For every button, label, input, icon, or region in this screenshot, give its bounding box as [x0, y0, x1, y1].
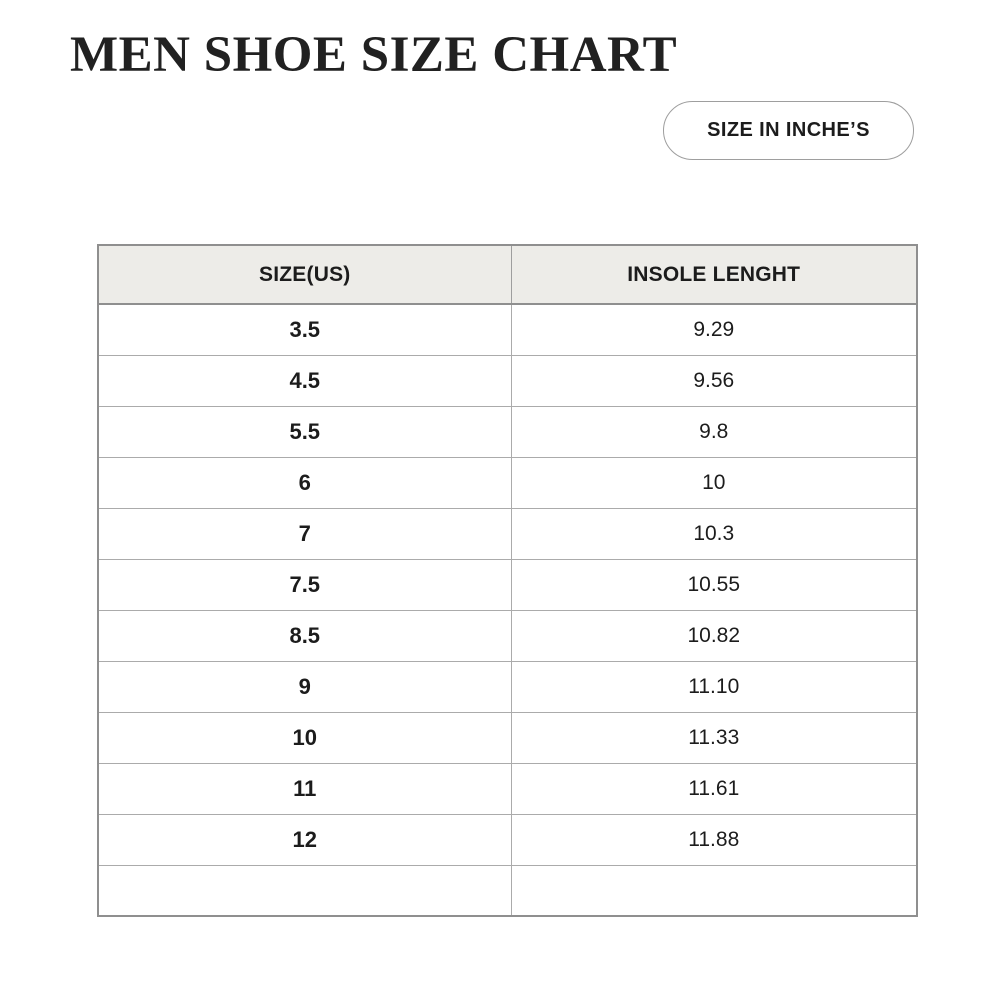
insole-length-cell: 11.33 — [510, 711, 918, 764]
table-row: 7 10.3 — [97, 507, 918, 560]
size-cell: 9 — [97, 660, 512, 713]
size-cell: 8.5 — [97, 609, 512, 662]
table-row: 8.5 10.82 — [97, 609, 918, 662]
size-chart-table: SIZE(US) INSOLE LENGHT 3.5 9.29 4.5 9.56 5.5… — [97, 244, 918, 917]
size-cell: 12 — [97, 813, 512, 866]
page-title: MEN SHOE SIZE CHART — [70, 27, 678, 83]
insole-length-cell: 11.61 — [510, 762, 918, 815]
table-row: 10 11.33 — [97, 711, 918, 764]
size-unit-badge[interactable]: SIZE IN INCHE’S — [663, 101, 914, 160]
table-row: 9 11.10 — [97, 660, 918, 713]
size-cell: 3.5 — [97, 303, 512, 356]
insole-length-cell — [510, 864, 918, 917]
table-row: 5.5 9.8 — [97, 405, 918, 458]
table-row: 11 11.61 — [97, 762, 918, 815]
size-cell: 7.5 — [97, 558, 512, 611]
size-cell: 10 — [97, 711, 512, 764]
size-cell: 4.5 — [97, 354, 512, 407]
table-row: 3.5 9.29 — [97, 303, 918, 356]
insole-length-cell: 11.88 — [510, 813, 918, 866]
insole-length-cell: 10.82 — [510, 609, 918, 662]
table-row — [97, 864, 918, 917]
insole-length-cell: 11.10 — [510, 660, 918, 713]
table-row: 6 10 — [97, 456, 918, 509]
table-row: 7.5 10.55 — [97, 558, 918, 611]
column-header-insole-length: INSOLE LENGHT — [510, 244, 918, 305]
size-cell: 5.5 — [97, 405, 512, 458]
insole-length-cell: 9.8 — [510, 405, 918, 458]
table-row: 4.5 9.56 — [97, 354, 918, 407]
insole-length-cell: 9.56 — [510, 354, 918, 407]
table-row: 12 11.88 — [97, 813, 918, 866]
table-header-row: SIZE(US) INSOLE LENGHT — [97, 244, 918, 305]
size-cell — [97, 864, 512, 917]
column-header-size-us: SIZE(US) — [97, 244, 512, 305]
insole-length-cell: 10.3 — [510, 507, 918, 560]
insole-length-cell: 10.55 — [510, 558, 918, 611]
size-cell: 11 — [97, 762, 512, 815]
insole-length-cell: 9.29 — [510, 303, 918, 356]
size-unit-badge-label: SIZE IN INCHE’S — [707, 119, 870, 141]
size-cell: 6 — [97, 456, 512, 509]
table-body: 3.5 9.29 4.5 9.56 5.5 9.8 6 10 7 10.3 7.5 10.55 8.5 1… — [97, 303, 918, 917]
insole-length-cell: 10 — [510, 456, 918, 509]
size-cell: 7 — [97, 507, 512, 560]
